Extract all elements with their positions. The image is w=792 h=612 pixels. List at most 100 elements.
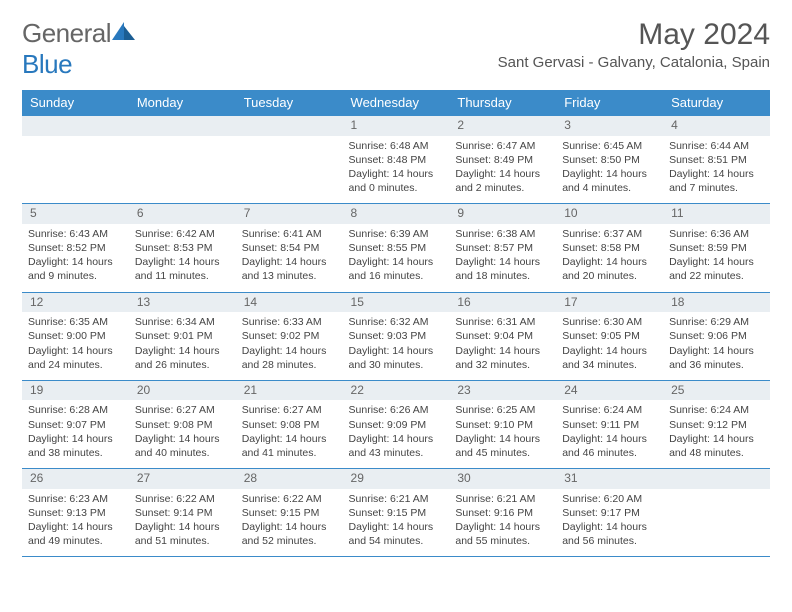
calendar-body: 1234 Sunrise: 6:48 AMSunset: 8:48 PMDayl… — [22, 116, 770, 557]
sunrise-line: Sunrise: 6:45 AM — [562, 139, 657, 153]
sunrise-line: Sunrise: 6:22 AM — [242, 492, 337, 506]
sunrise-line: Sunrise: 6:39 AM — [349, 227, 444, 241]
day-info-cell: Sunrise: 6:23 AMSunset: 9:13 PMDaylight:… — [22, 489, 129, 557]
daylight-line: Daylight: 14 hours and 41 minutes. — [242, 432, 337, 460]
sunset-line: Sunset: 9:15 PM — [349, 506, 444, 520]
day-info-cell: Sunrise: 6:45 AMSunset: 8:50 PMDaylight:… — [556, 136, 663, 204]
daylight-line: Daylight: 14 hours and 20 minutes. — [562, 255, 657, 283]
day-info-cell: Sunrise: 6:31 AMSunset: 9:04 PMDaylight:… — [449, 312, 556, 380]
calendar-table: SundayMondayTuesdayWednesdayThursdayFrid… — [22, 90, 770, 557]
location-text: Sant Gervasi - Galvany, Catalonia, Spain — [498, 54, 770, 71]
sunrise-line: Sunrise: 6:21 AM — [455, 492, 550, 506]
daylight-line: Daylight: 14 hours and 38 minutes. — [28, 432, 123, 460]
sunset-line: Sunset: 9:08 PM — [135, 418, 230, 432]
brand-part2: Blue — [22, 49, 72, 79]
sunrise-line: Sunrise: 6:24 AM — [669, 403, 764, 417]
sunset-line: Sunset: 8:50 PM — [562, 153, 657, 167]
day-info-cell: Sunrise: 6:47 AMSunset: 8:49 PMDaylight:… — [449, 136, 556, 204]
day-header: Sunday — [22, 90, 129, 116]
day-info-cell — [22, 136, 129, 204]
sunset-line: Sunset: 8:53 PM — [135, 241, 230, 255]
daylight-line: Daylight: 14 hours and 22 minutes. — [669, 255, 764, 283]
daylight-line: Daylight: 14 hours and 52 minutes. — [242, 520, 337, 548]
day-number-cell: 7 — [236, 204, 343, 224]
day-info-cell: Sunrise: 6:39 AMSunset: 8:55 PMDaylight:… — [343, 224, 450, 292]
sunset-line: Sunset: 9:05 PM — [562, 329, 657, 343]
day-header: Friday — [556, 90, 663, 116]
daylight-line: Daylight: 14 hours and 13 minutes. — [242, 255, 337, 283]
daylight-line: Daylight: 14 hours and 2 minutes. — [455, 167, 550, 195]
daylight-line: Daylight: 14 hours and 51 minutes. — [135, 520, 230, 548]
day-info-cell: Sunrise: 6:30 AMSunset: 9:05 PMDaylight:… — [556, 312, 663, 380]
day-info-cell: Sunrise: 6:27 AMSunset: 9:08 PMDaylight:… — [129, 400, 236, 468]
daylight-line: Daylight: 14 hours and 54 minutes. — [349, 520, 444, 548]
sunset-line: Sunset: 9:11 PM — [562, 418, 657, 432]
day-number-cell: 17 — [556, 292, 663, 312]
sunrise-line: Sunrise: 6:29 AM — [669, 315, 764, 329]
month-title: May 2024 — [498, 18, 770, 52]
day-info-cell — [663, 489, 770, 557]
day-info-cell: Sunrise: 6:29 AMSunset: 9:06 PMDaylight:… — [663, 312, 770, 380]
sunset-line: Sunset: 9:15 PM — [242, 506, 337, 520]
day-info-cell: Sunrise: 6:24 AMSunset: 9:11 PMDaylight:… — [556, 400, 663, 468]
day-header: Wednesday — [343, 90, 450, 116]
day-info-cell: Sunrise: 6:22 AMSunset: 9:14 PMDaylight:… — [129, 489, 236, 557]
sunrise-line: Sunrise: 6:44 AM — [669, 139, 764, 153]
day-header: Thursday — [449, 90, 556, 116]
daylight-line: Daylight: 14 hours and 48 minutes. — [669, 432, 764, 460]
day-number-cell: 3 — [556, 116, 663, 136]
day-info-cell: Sunrise: 6:42 AMSunset: 8:53 PMDaylight:… — [129, 224, 236, 292]
sunset-line: Sunset: 9:04 PM — [455, 329, 550, 343]
sunset-line: Sunset: 9:03 PM — [349, 329, 444, 343]
day-number-cell: 1 — [343, 116, 450, 136]
day-info-cell: Sunrise: 6:22 AMSunset: 9:15 PMDaylight:… — [236, 489, 343, 557]
sunrise-line: Sunrise: 6:20 AM — [562, 492, 657, 506]
daylight-line: Daylight: 14 hours and 28 minutes. — [242, 344, 337, 372]
sunset-line: Sunset: 9:08 PM — [242, 418, 337, 432]
sunset-line: Sunset: 9:07 PM — [28, 418, 123, 432]
day-number-cell: 30 — [449, 469, 556, 489]
daylight-line: Daylight: 14 hours and 49 minutes. — [28, 520, 123, 548]
day-number-cell: 24 — [556, 380, 663, 400]
sunset-line: Sunset: 8:57 PM — [455, 241, 550, 255]
day-number-cell — [129, 116, 236, 136]
day-info-cell: Sunrise: 6:37 AMSunset: 8:58 PMDaylight:… — [556, 224, 663, 292]
day-number-cell: 4 — [663, 116, 770, 136]
day-number-cell: 26 — [22, 469, 129, 489]
day-number-cell: 22 — [343, 380, 450, 400]
day-info-cell: Sunrise: 6:21 AMSunset: 9:16 PMDaylight:… — [449, 489, 556, 557]
day-number-cell: 10 — [556, 204, 663, 224]
day-number-cell: 15 — [343, 292, 450, 312]
sunrise-line: Sunrise: 6:43 AM — [28, 227, 123, 241]
day-info-cell: Sunrise: 6:36 AMSunset: 8:59 PMDaylight:… — [663, 224, 770, 292]
brand-text: GeneralBlue — [22, 18, 137, 80]
sunrise-line: Sunrise: 6:41 AM — [242, 227, 337, 241]
sunset-line: Sunset: 9:16 PM — [455, 506, 550, 520]
title-block: May 2024 Sant Gervasi - Galvany, Catalon… — [498, 18, 770, 71]
sunrise-line: Sunrise: 6:37 AM — [562, 227, 657, 241]
brand-part1: General — [22, 18, 111, 48]
sunrise-line: Sunrise: 6:47 AM — [455, 139, 550, 153]
day-number-cell — [22, 116, 129, 136]
sunrise-line: Sunrise: 6:24 AM — [562, 403, 657, 417]
sunset-line: Sunset: 9:01 PM — [135, 329, 230, 343]
day-info-cell: Sunrise: 6:21 AMSunset: 9:15 PMDaylight:… — [343, 489, 450, 557]
day-number-cell: 27 — [129, 469, 236, 489]
day-info-cell: Sunrise: 6:48 AMSunset: 8:48 PMDaylight:… — [343, 136, 450, 204]
day-info-cell: Sunrise: 6:32 AMSunset: 9:03 PMDaylight:… — [343, 312, 450, 380]
day-info-cell: Sunrise: 6:35 AMSunset: 9:00 PMDaylight:… — [22, 312, 129, 380]
sunset-line: Sunset: 9:10 PM — [455, 418, 550, 432]
day-info-cell: Sunrise: 6:20 AMSunset: 9:17 PMDaylight:… — [556, 489, 663, 557]
daylight-line: Daylight: 14 hours and 16 minutes. — [349, 255, 444, 283]
day-info-cell: Sunrise: 6:41 AMSunset: 8:54 PMDaylight:… — [236, 224, 343, 292]
brand-mark-icon — [111, 20, 137, 42]
day-info-cell: Sunrise: 6:26 AMSunset: 9:09 PMDaylight:… — [343, 400, 450, 468]
day-info-cell — [129, 136, 236, 204]
day-info-cell: Sunrise: 6:28 AMSunset: 9:07 PMDaylight:… — [22, 400, 129, 468]
day-number-cell: 8 — [343, 204, 450, 224]
sunset-line: Sunset: 9:02 PM — [242, 329, 337, 343]
day-header: Tuesday — [236, 90, 343, 116]
day-number-cell: 6 — [129, 204, 236, 224]
daylight-line: Daylight: 14 hours and 24 minutes. — [28, 344, 123, 372]
sunrise-line: Sunrise: 6:22 AM — [135, 492, 230, 506]
